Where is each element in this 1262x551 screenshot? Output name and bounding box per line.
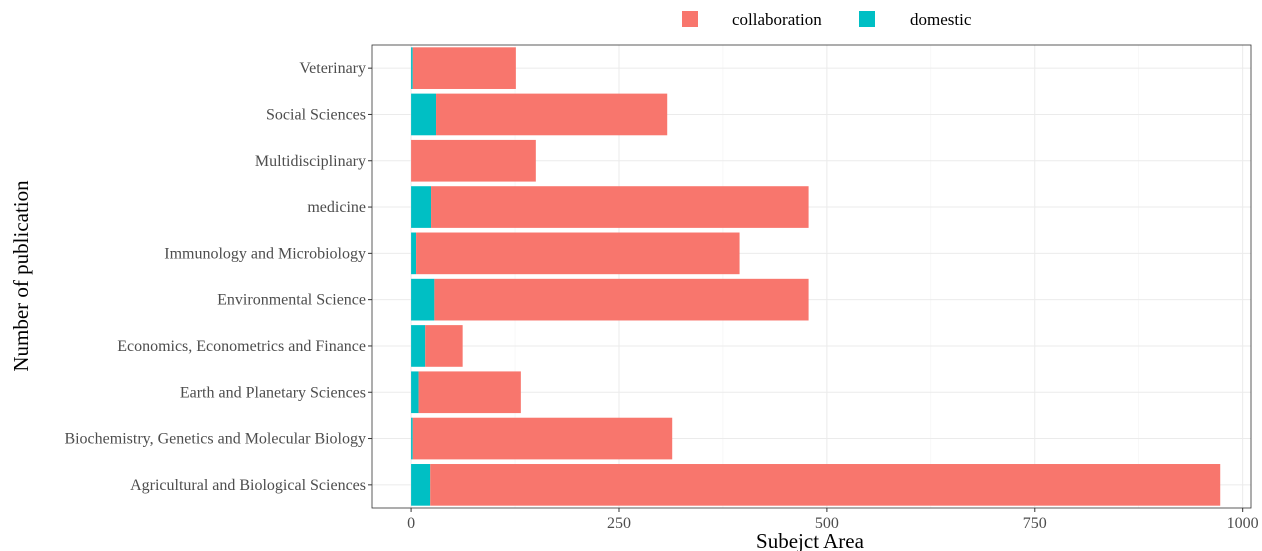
bar-collaboration [425, 325, 463, 367]
bar-collaboration [430, 464, 1221, 506]
bar-domestic [411, 371, 419, 414]
bar-domestic [411, 464, 431, 506]
bar-collaboration [411, 139, 536, 182]
bar-collaboration [434, 278, 809, 321]
legend-label-domestic: domestic [910, 10, 972, 29]
bar-domestic [411, 232, 417, 275]
bar-collaboration [418, 371, 521, 414]
bar-collaboration [436, 93, 668, 136]
y-tick-label: Environmental Science [217, 292, 366, 309]
legend-label-collaboration: collaboration [732, 10, 822, 29]
bar-domestic [411, 325, 426, 367]
bar-collaboration [412, 417, 673, 460]
y-tick-label: Earth and Planetary Sciences [180, 384, 366, 401]
bar-domestic [411, 93, 437, 136]
y-tick-label: Multidisciplinary [255, 153, 366, 170]
panel-border [371, 44, 1252, 509]
bar-collaboration [412, 47, 516, 89]
legend: collaboration domestic [682, 10, 972, 29]
legend-key-domestic [859, 11, 875, 27]
x-axis-title: Subejct Area [756, 529, 865, 551]
y-tick-label: Economics, Econometrics and Finance [117, 338, 366, 355]
bar-collaboration [416, 232, 740, 275]
bar-domestic [411, 278, 435, 321]
x-tick-label: 500 [815, 515, 839, 532]
y-tick-label: Biochemistry, Genetics and Molecular Bio… [64, 431, 366, 448]
x-tick-label: 750 [1023, 515, 1047, 532]
bar-domestic [411, 186, 432, 228]
y-tick-label: Agricultural and Biological Sciences [130, 477, 366, 494]
y-tick-label: Social Sciences [266, 106, 366, 123]
y-tick-label: Veterinary [299, 60, 366, 77]
y-tick-label: Immunology and Microbiology [164, 245, 366, 262]
y-axis-title: Number of publication [9, 180, 33, 372]
bar-domestic [411, 417, 413, 460]
y-tick-label: medicine [307, 199, 366, 216]
bar-collaboration [431, 186, 809, 228]
plot-panel: Agricultural and Biological Sciences Bioc… [64, 44, 1259, 532]
legend-key-collaboration [682, 11, 698, 27]
x-tick-label: 1000 [1227, 515, 1259, 532]
x-tick-label: 250 [607, 515, 631, 532]
bar-domestic [411, 47, 413, 89]
x-tick-label: 0 [407, 515, 415, 532]
